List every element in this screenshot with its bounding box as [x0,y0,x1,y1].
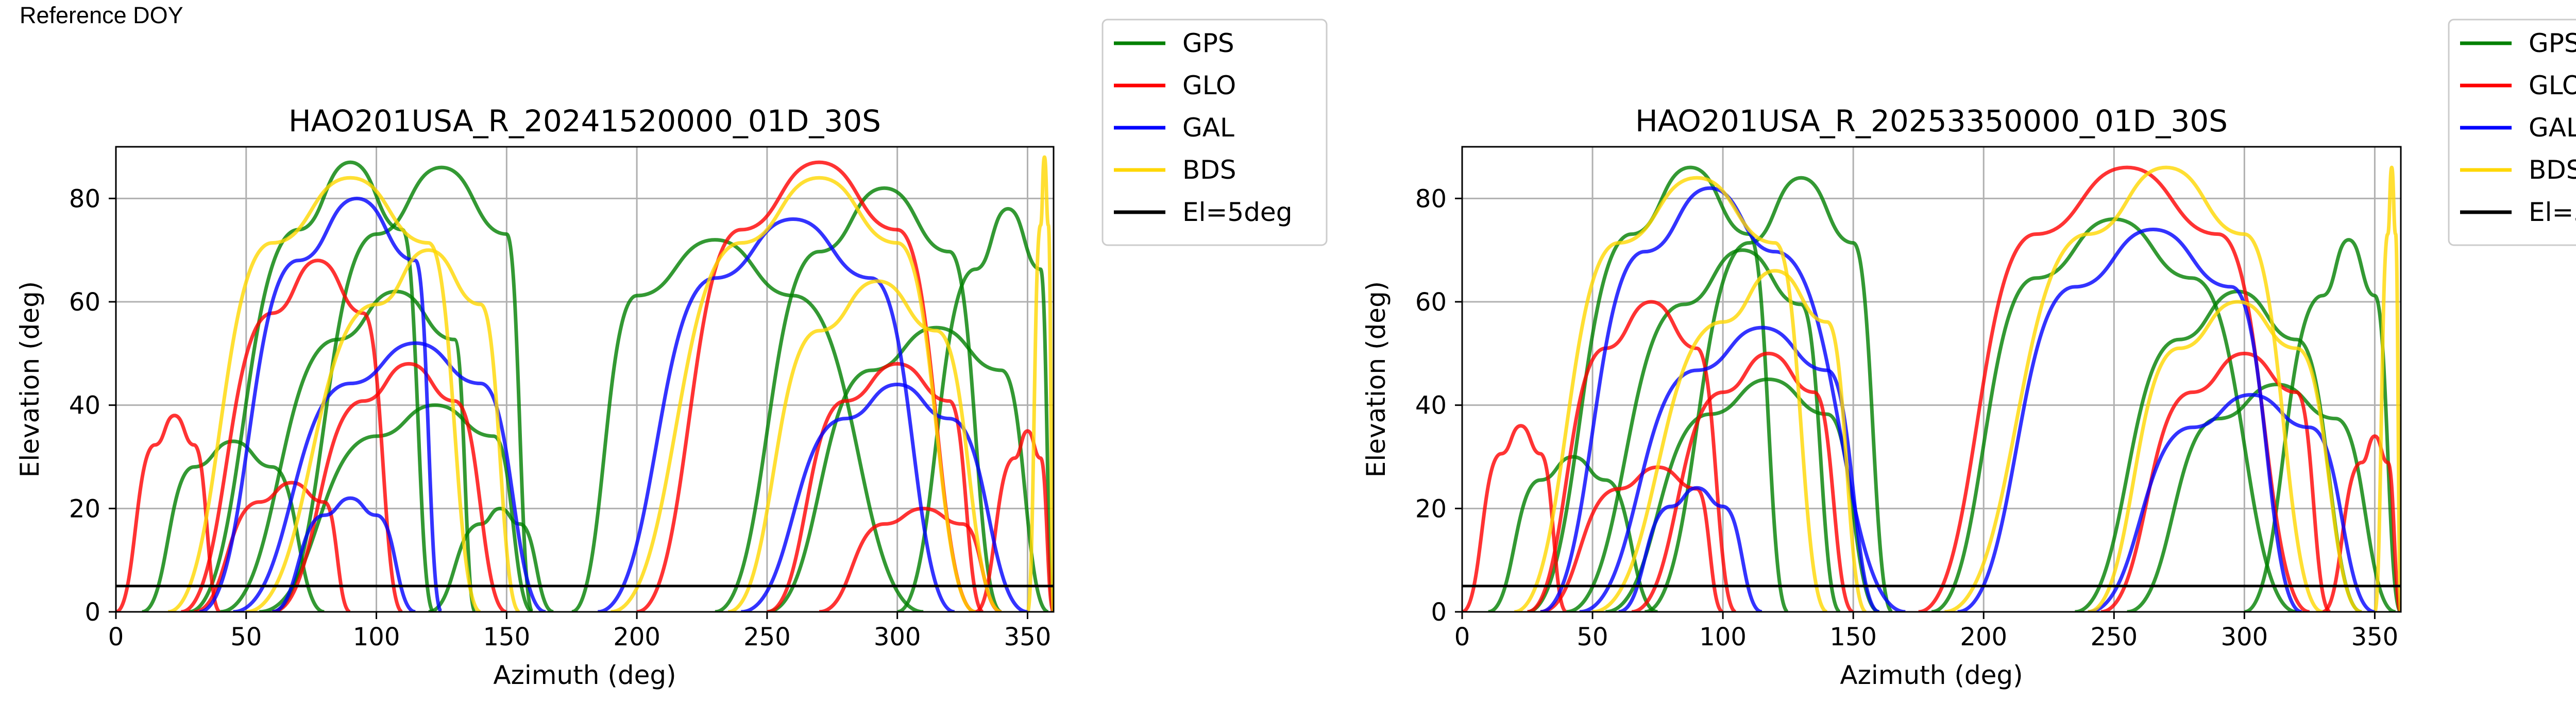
chart-panel-2: 0 50 100 150 200 250 300 350 0 20 40 60 80 HAO201USA_… [1361,19,2576,690]
x-tick-label: 150 [1829,623,1877,652]
satellite-pass-gal [233,341,546,612]
legend-label: BDS [1182,155,1236,185]
satellite-pass-glo [1631,351,1854,612]
x-tick-label: 100 [353,623,400,652]
satellite-pass-bds [1592,269,1868,612]
satellite-pass-glo [272,362,507,612]
y-tick-label: 40 [1415,391,1447,420]
satellite-pass-gps [259,403,534,612]
satellite-pass-bds [246,248,521,612]
chart-title: HAO201USA_R_20253350000_01D_30S [1635,104,2228,139]
satellite-pass-bds [1514,176,1828,612]
satellite-pass-gps [428,506,554,612]
legend-label: GLO [2529,71,2576,100]
plot-frame [1461,146,2402,613]
legend-label: GPS [2529,28,2576,58]
x-tick-label: 200 [613,623,660,652]
satellite-pass-gal [2088,393,2376,612]
satellite-pass-gal [597,217,955,612]
satellite-pass-gps [219,289,478,612]
satellite-pass-bds [1944,165,2324,612]
legend-label: GLO [1182,71,1236,100]
x-tick-label: 0 [1454,623,1470,652]
y-tick-label: 40 [69,391,100,420]
y-tick-label: 80 [69,184,100,213]
y-tick-label: 0 [1431,598,1447,627]
y-tick-label: 80 [1415,184,1447,213]
x-tick-label: 350 [1004,623,1052,652]
satellite-pass-bds [2088,300,2362,612]
satellite-pass-gal [272,496,416,612]
legend-label: GAL [2529,113,2576,143]
x-tick-label: 250 [2090,623,2138,652]
legend-label: El=5deg [2529,197,2576,227]
satellite-pass-bds [167,176,482,612]
chart-title: HAO201USA_R_20241520000_01D_30S [289,104,881,139]
y-tick-label: 60 [69,288,100,317]
satellite-pass-gps [896,207,1054,612]
satellite-tracks [1462,165,2401,612]
satellite-pass-glo [2100,351,2332,612]
x-axis-label: Azimuth (deg) [1840,660,2023,690]
satellite-pass-bds [611,176,976,612]
x-tick-label: 300 [2221,623,2268,652]
y-tick-label: 60 [1415,288,1447,317]
x-tick-label: 50 [1577,623,1608,652]
x-tick-label: 250 [743,623,791,652]
satellite-pass-gps [189,160,436,612]
legend-box [1101,19,1328,246]
satellite-tracks [116,155,1054,612]
x-tick-label: 100 [1699,623,1747,652]
legend-label: BDS [2529,155,2576,185]
satellite-pass-gal [741,383,1028,612]
y-axis-label: Elevation (deg) [15,281,45,477]
y-tick-label: 20 [69,494,100,523]
satellite-pass-glo [1527,300,1737,612]
satellite-pass-glo [180,259,403,612]
x-tick-label: 300 [874,623,921,652]
satellite-pass-gps [1487,455,1658,612]
satellite-pass-bds [2372,165,2401,612]
satellite-pass-gal [1540,186,1906,612]
satellite-pass-gps [272,165,535,612]
satellite-pass-glo [767,362,985,612]
x-axis-label: Azimuth (deg) [493,660,676,690]
satellite-pass-bds [727,279,1002,612]
satellite-pass-gps [2244,238,2401,612]
reference-doy-label: Reference DOY [20,2,183,28]
y-axis-label: Elevation (deg) [1361,281,1391,477]
satellite-pass-gps [1527,165,1789,612]
legend: GPS GLO GAL BDS El=5deg [1101,19,1328,246]
legend-label: GAL [1182,113,1234,143]
satellite-pass-gal [1579,325,1880,612]
legend-label: GPS [1182,28,1234,58]
x-tick-label: 350 [2351,623,2399,652]
x-tick-label: 200 [1960,623,2007,652]
y-tick-label: 20 [1415,494,1447,523]
satellite-pass-gps [571,238,924,612]
x-tick-label: 50 [230,623,262,652]
satellite-pass-gal [199,196,444,612]
x-tick-label: 150 [483,623,531,652]
legend: GPS GLO GAL BDS El=5deg [2448,19,2576,246]
satellite-pass-gps [1566,248,1841,612]
satellite-pass-gal [1957,228,2302,612]
x-tick-label: 0 [108,623,124,652]
chart-panel-1: 0 50 100 150 200 250 300 350 0 20 40 60 80 HAO201USA_… [15,19,1328,690]
satellite-pass-gal [1618,486,1763,612]
satellite-pass-gps [715,186,1003,612]
y-tick-label: 0 [84,598,100,627]
legend-label: El=5deg [1182,197,1292,227]
satellite-pass-glo [2321,434,2401,612]
legend-box [2448,19,2576,246]
satellite-pass-gps [767,325,1049,612]
satellite-pass-bds [1025,155,1054,612]
plot-frame [115,146,1055,613]
